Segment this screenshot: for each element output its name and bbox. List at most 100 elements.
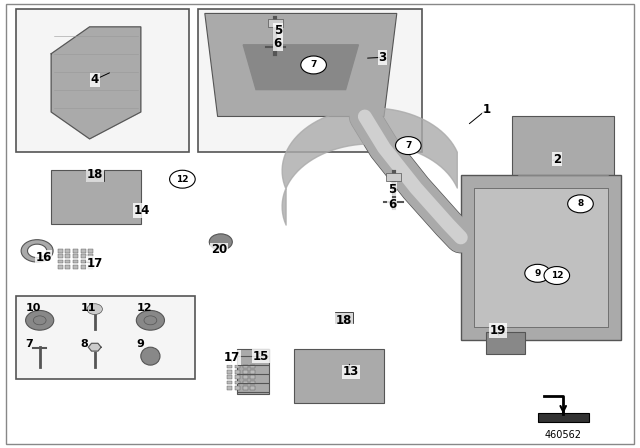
- Bar: [81, 265, 86, 269]
- Text: 16: 16: [35, 251, 52, 264]
- Bar: [227, 365, 232, 368]
- Bar: [88, 265, 93, 269]
- Bar: [386, 173, 401, 181]
- Text: 2: 2: [553, 152, 561, 166]
- Bar: [88, 260, 93, 263]
- Circle shape: [301, 56, 326, 74]
- Circle shape: [525, 264, 550, 282]
- Bar: [243, 381, 248, 384]
- Text: 5: 5: [274, 23, 282, 37]
- Bar: [65, 265, 70, 269]
- Bar: [250, 381, 255, 384]
- Text: 19: 19: [490, 324, 506, 337]
- Bar: [335, 312, 353, 323]
- Bar: [235, 381, 240, 384]
- Bar: [227, 375, 232, 379]
- Bar: [58, 265, 63, 269]
- Text: 8: 8: [577, 199, 584, 208]
- Polygon shape: [512, 116, 614, 179]
- Text: 17: 17: [86, 257, 103, 270]
- Bar: [81, 249, 86, 253]
- Polygon shape: [474, 188, 608, 327]
- Bar: [81, 260, 86, 263]
- Text: 3: 3: [379, 51, 387, 64]
- Text: 12: 12: [176, 175, 189, 184]
- Text: 6: 6: [388, 198, 396, 211]
- Circle shape: [144, 316, 157, 325]
- Text: 18: 18: [336, 314, 353, 327]
- Bar: [235, 365, 240, 368]
- Polygon shape: [237, 349, 269, 394]
- Text: 7: 7: [26, 339, 33, 349]
- Text: 13: 13: [342, 365, 359, 379]
- Bar: [227, 386, 232, 390]
- Circle shape: [136, 310, 164, 330]
- Circle shape: [87, 304, 102, 314]
- Text: 12: 12: [136, 303, 152, 313]
- Circle shape: [544, 267, 570, 284]
- Bar: [250, 386, 255, 390]
- Bar: [250, 365, 255, 368]
- Ellipse shape: [141, 347, 160, 365]
- Bar: [250, 370, 255, 374]
- Circle shape: [170, 170, 195, 188]
- Text: 460562: 460562: [545, 431, 582, 440]
- Text: 10: 10: [26, 303, 41, 313]
- Text: 17: 17: [223, 351, 240, 364]
- Bar: [58, 254, 63, 258]
- Bar: [227, 370, 232, 374]
- Bar: [88, 249, 93, 253]
- Bar: [243, 386, 248, 390]
- Bar: [235, 375, 240, 379]
- Circle shape: [33, 316, 46, 325]
- Polygon shape: [243, 45, 358, 90]
- Text: 4: 4: [91, 73, 99, 86]
- Bar: [235, 386, 240, 390]
- Bar: [73, 249, 78, 253]
- Polygon shape: [461, 175, 621, 340]
- Circle shape: [396, 137, 421, 155]
- Text: 9: 9: [534, 269, 541, 278]
- Polygon shape: [88, 343, 101, 351]
- Text: 7: 7: [405, 141, 412, 150]
- Bar: [16, 296, 195, 379]
- Circle shape: [209, 234, 232, 250]
- Text: 6: 6: [274, 37, 282, 51]
- Bar: [65, 249, 70, 253]
- Text: 18: 18: [86, 168, 103, 181]
- Bar: [227, 381, 232, 384]
- Text: 1: 1: [483, 103, 490, 116]
- Bar: [235, 370, 240, 374]
- Circle shape: [26, 310, 54, 330]
- Text: 11: 11: [81, 303, 96, 313]
- Bar: [16, 9, 189, 152]
- Polygon shape: [486, 332, 525, 354]
- Bar: [88, 254, 93, 258]
- Bar: [73, 265, 78, 269]
- Text: 9: 9: [136, 339, 144, 349]
- Bar: [73, 254, 78, 258]
- Text: 7: 7: [310, 60, 317, 69]
- Text: 20: 20: [211, 243, 227, 257]
- Bar: [58, 249, 63, 253]
- Text: 12: 12: [550, 271, 563, 280]
- Bar: [243, 365, 248, 368]
- Bar: [538, 413, 589, 422]
- Polygon shape: [51, 170, 141, 224]
- Bar: [268, 19, 283, 27]
- FancyBboxPatch shape: [6, 4, 634, 444]
- Text: 14: 14: [134, 204, 150, 217]
- Polygon shape: [51, 27, 141, 139]
- Bar: [58, 260, 63, 263]
- Bar: [243, 375, 248, 379]
- Bar: [86, 171, 104, 181]
- Bar: [81, 254, 86, 258]
- Text: 5: 5: [388, 182, 396, 196]
- Polygon shape: [294, 349, 384, 403]
- Bar: [65, 254, 70, 258]
- Circle shape: [568, 195, 593, 213]
- Bar: [73, 260, 78, 263]
- Bar: [250, 375, 255, 379]
- Bar: [65, 260, 70, 263]
- Bar: [243, 370, 248, 374]
